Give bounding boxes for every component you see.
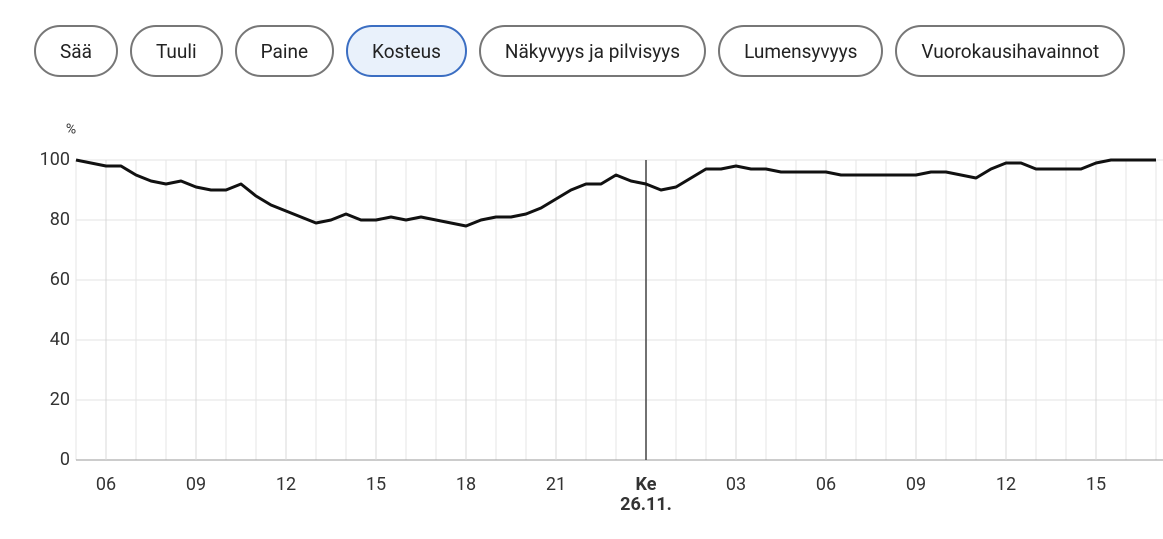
y-tick-label: 20	[50, 389, 70, 410]
y-tick-label: 100	[40, 149, 70, 170]
x-tick-label: 09	[906, 474, 926, 495]
tab[interactable]: Paine	[234, 25, 335, 77]
x-tick-label: 18	[456, 474, 476, 495]
x-tick-label: 06	[96, 474, 116, 495]
tab-bar: Sää Tuuli Paine Kosteus Näkyvyys ja pilvisyy…	[34, 25, 1163, 77]
tab[interactable]: Näkyvyys ja pilvisyys	[478, 25, 707, 77]
x-tick-label: 03	[726, 474, 746, 495]
tab[interactable]: Lumensyvyys	[718, 25, 884, 77]
tab[interactable]: Tuuli	[129, 25, 223, 77]
y-tick-label: 0	[60, 449, 70, 470]
y-tick-label: 40	[50, 329, 70, 350]
tab[interactable]: Sää	[34, 25, 118, 77]
y-tick-label: 80	[50, 209, 70, 230]
tab[interactable]: Kosteus	[346, 25, 467, 77]
x-tick-label: 15	[366, 474, 386, 495]
y-axis-label: %	[66, 122, 76, 138]
x-tick-label: 12	[996, 474, 1016, 495]
x-tick-label: 15	[1086, 474, 1106, 495]
line	[75, 158, 1156, 228]
x-tick-label: 21	[546, 474, 566, 495]
y-tick-label: 60	[50, 269, 70, 290]
x-tick-date: 26.11.	[620, 494, 672, 515]
tab[interactable]: Vuorokausihavainnot	[895, 25, 1126, 77]
x-tick-label: 09	[186, 474, 206, 495]
x-tick-label: 06	[816, 474, 836, 495]
x-tick-label: 12	[276, 474, 296, 495]
x-tick-label: Ke	[636, 474, 657, 495]
